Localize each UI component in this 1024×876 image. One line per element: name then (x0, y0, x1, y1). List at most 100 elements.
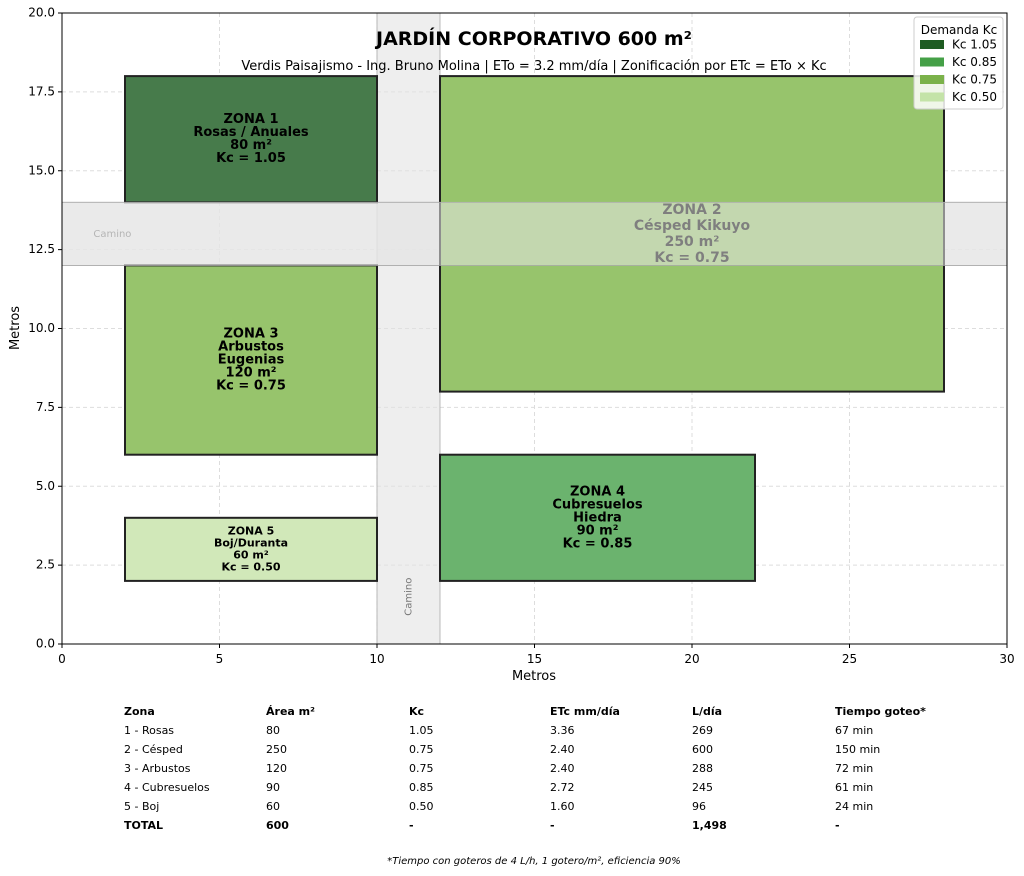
table-header-cell: ETc mm/día (550, 705, 620, 718)
table-cell: 60 (266, 800, 280, 813)
table-cell: 150 min (835, 743, 881, 756)
walkway-vertical (376, 12, 441, 645)
legend-label: Kc 0.75 (952, 73, 997, 87)
walkway-overlay (61, 201, 1008, 266)
table-cell: 288 (692, 762, 713, 775)
zone-label-line: ZONA 3 (224, 327, 279, 342)
table-cell: - (550, 819, 555, 832)
table-cell: 72 min (835, 762, 874, 775)
y-tick-label: 20.0 (28, 6, 55, 20)
table-cell: 3 - Arbustos (124, 762, 191, 775)
table-cell: 67 min (835, 724, 874, 737)
table-cell: 80 (266, 724, 280, 737)
table-cell: 0.75 (409, 762, 434, 775)
x-tick-label: 30 (999, 652, 1014, 666)
zone-label-line: Boj/Duranta (214, 536, 288, 549)
zone-label-line: 120 m² (226, 366, 277, 381)
table-cell: 2.40 (550, 743, 575, 756)
table-cell: 245 (692, 781, 713, 794)
chart-subtitle: Verdis Paisajismo - Ing. Bruno Molina | … (241, 59, 826, 74)
table-cell: 1.05 (409, 724, 434, 737)
y-tick-label: 10.0 (28, 321, 55, 335)
legend-label: Kc 0.50 (952, 90, 997, 104)
zone-4 (439, 453, 756, 582)
table-header-cell: Kc (409, 705, 425, 718)
table-cell: TOTAL (124, 819, 164, 832)
legend-items: Kc 1.05 Kc 0.85 Kc 0.75 Kc 0.50 (920, 38, 997, 104)
table-cell: 1 - Rosas (124, 724, 175, 737)
legend-label: Kc 1.05 (952, 38, 997, 52)
table-cell: - (835, 819, 840, 832)
table-cell: 269 (692, 724, 713, 737)
y-tick-label: 15.0 (28, 163, 55, 177)
table-cell: 2.40 (550, 762, 575, 775)
table-cell: 90 (266, 781, 280, 794)
table-cell: 24 min (835, 800, 874, 813)
legend: Demanda Kc Kc 1.05 Kc 0.85 Kc 0.75 Kc 0.50 (913, 16, 1004, 110)
x-tick-label: 10 (369, 652, 384, 666)
x-axis-label: Metros (512, 669, 556, 684)
legend-swatch (920, 75, 944, 84)
zone-5 (124, 516, 378, 582)
walkway-label: Camino (404, 578, 415, 616)
table-cell: 2.72 (550, 781, 575, 794)
table-cell: 0.85 (409, 781, 434, 794)
table-cell: 0.75 (409, 743, 434, 756)
zone-1 (124, 75, 378, 204)
zone-label-line: Eugenias (218, 353, 285, 368)
table-header-cell: Área m² (266, 705, 315, 718)
table-row: TOTAL 600 - - 1,498 - (0, 819, 1024, 838)
table-cell: 3.36 (550, 724, 575, 737)
table-row: 3 - Arbustos 120 0.75 2.40 288 72 min (0, 762, 1024, 781)
zone-label-line: ZONA 1 (224, 112, 279, 127)
table-header-row: Zona Área m² Kc ETc mm/día L/día Tiempo goteo… (0, 705, 1024, 724)
zone-label-line: 60 m² (233, 548, 269, 561)
legend-swatch (920, 40, 944, 49)
zone-label-line: ZONA 5 (228, 524, 275, 537)
y-tick-label: 12.5 (28, 242, 55, 256)
y-tick-label: 2.5 (36, 558, 55, 572)
table-cell: 600 (266, 819, 289, 832)
legend-title: Demanda Kc (921, 23, 998, 37)
zone-3 (124, 264, 378, 456)
table-header-cell: Tiempo goteo* (835, 705, 926, 718)
chart-title: JARDÍN CORPORATIVO 600 m² (374, 27, 692, 50)
table-cell: 96 (692, 800, 706, 813)
zone-label-line: 80 m² (230, 138, 272, 153)
zone-label-line: Kc = 0.85 (563, 536, 633, 551)
y-axis-label: Metros (8, 306, 23, 350)
table-cell: 1,498 (692, 819, 727, 832)
x-tick-label: 20 (684, 652, 699, 666)
table-cell: 4 - Cubresuelos (124, 781, 210, 794)
zone-label-line: 90 m² (577, 523, 619, 538)
table-cell: 1.60 (550, 800, 575, 813)
legend-label: Kc 0.85 (952, 55, 997, 69)
table-footnote: *Tiempo con goteros de 4 L/h, 1 gotero/m… (387, 856, 681, 867)
table-row: 1 - Rosas 80 1.05 3.36 269 67 min (0, 724, 1024, 743)
y-tick-label: 7.5 (36, 400, 55, 414)
table-header-cell: L/día (692, 705, 723, 718)
table-cell: 61 min (835, 781, 874, 794)
y-tick-label: 17.5 (28, 84, 55, 98)
table-cell: 0.50 (409, 800, 434, 813)
table-cell: 250 (266, 743, 287, 756)
zone-label-line: Arbustos (218, 340, 284, 355)
legend-swatch (920, 57, 944, 67)
zone-label-line: ZONA 4 (570, 484, 625, 499)
table-cell: 600 (692, 743, 713, 756)
zone-label-line: Rosas / Anuales (193, 125, 309, 140)
zone-label-line: Kc = 0.75 (216, 379, 286, 394)
table-cell: 2 - Césped (124, 743, 183, 756)
table-header-cell: Zona (124, 705, 155, 718)
x-tick-label: 0 (58, 652, 66, 666)
table-row: 2 - Césped 250 0.75 2.40 600 150 min (0, 743, 1024, 762)
axis-ticks: 0 5 10 15 20 25 30 0.0 2.5 5.0 7.5 10.0 12.5 15.0 17.5… (28, 6, 1014, 667)
zone-label-line: Kc = 1.05 (216, 151, 286, 166)
table-row: 4 - Cubresuelos 90 0.85 2.72 245 61 min (0, 781, 1024, 800)
y-tick-label: 0.0 (36, 637, 55, 651)
y-tick-label: 5.0 (36, 479, 55, 493)
table-cell: 120 (266, 762, 287, 775)
table-row: 5 - Boj 60 0.50 1.60 96 24 min (0, 800, 1024, 819)
